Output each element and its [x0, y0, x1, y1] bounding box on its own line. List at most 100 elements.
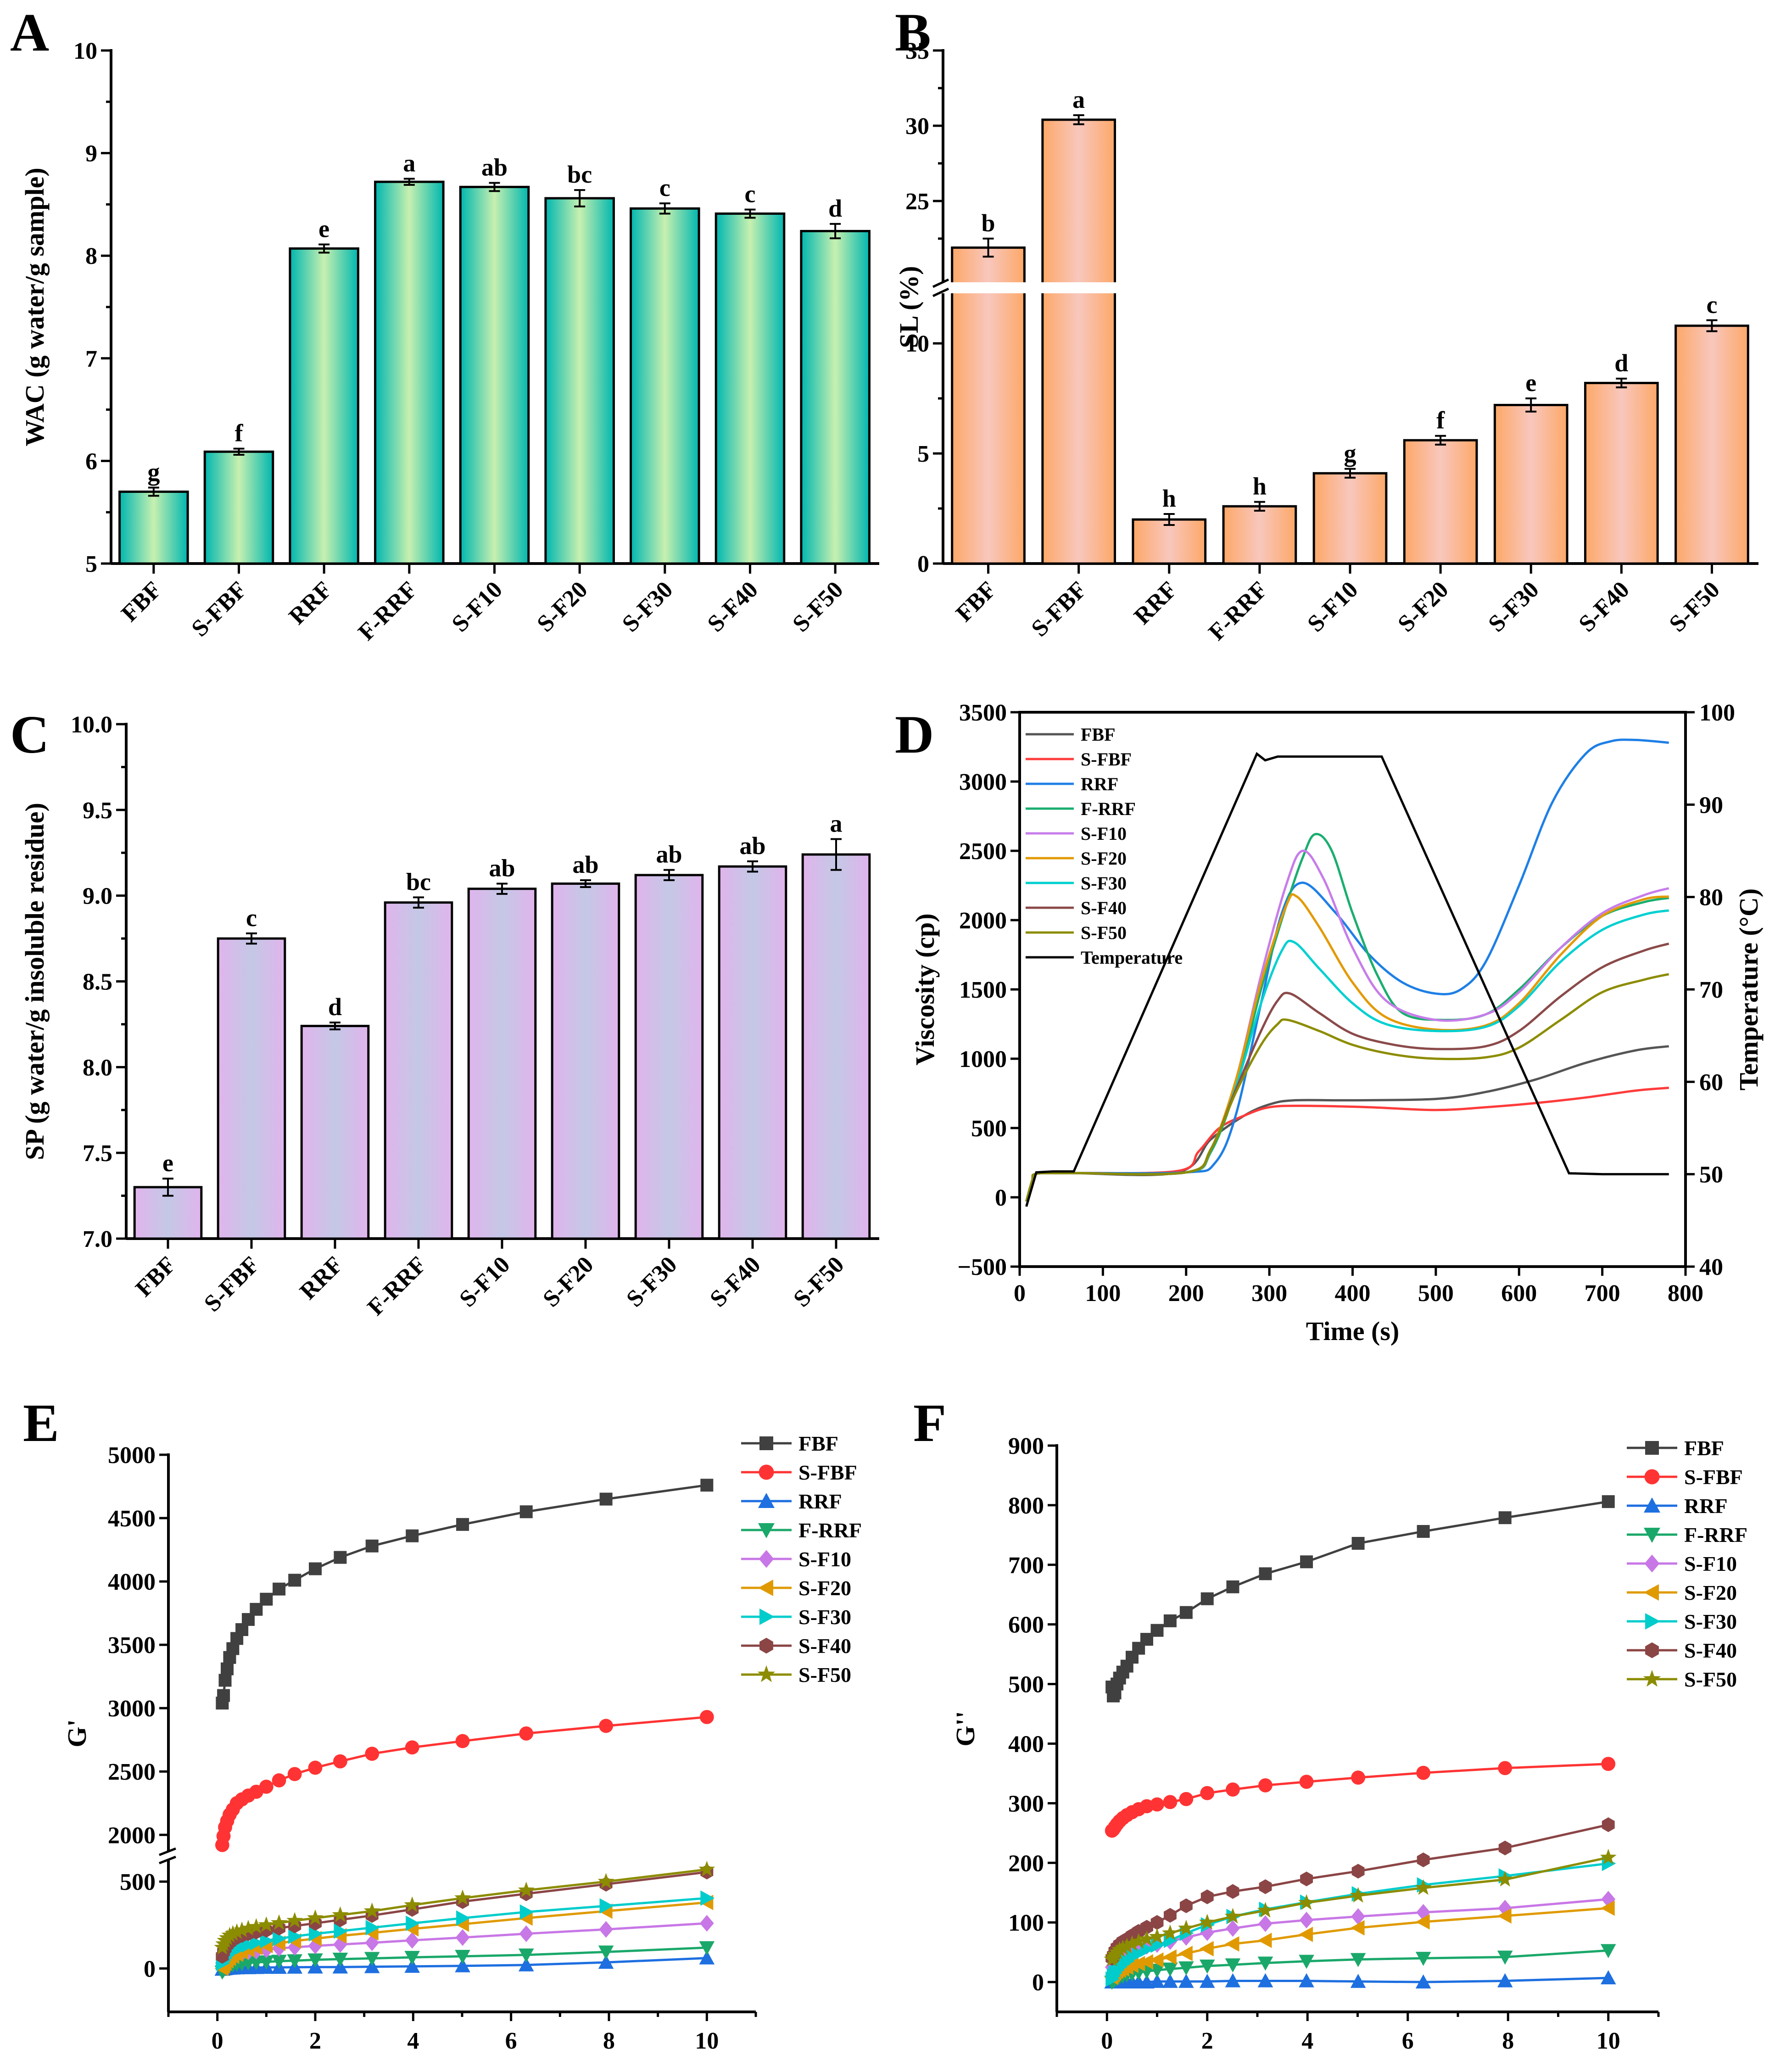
series-fbf — [1105, 1495, 1615, 1703]
legend-label: S-F10 — [798, 1547, 851, 1571]
marker-triangle-left — [1600, 1900, 1615, 1916]
marker-star — [1350, 1887, 1367, 1903]
marker-square — [1300, 1555, 1313, 1569]
legend-label: F-RRF — [1081, 799, 1136, 819]
bar-f-rrf — [374, 180, 445, 565]
error-bar — [233, 447, 245, 456]
significance-label: ab — [572, 851, 598, 878]
error-bar — [329, 1022, 340, 1031]
y2-axis-title: Temperature (°C) — [1734, 888, 1764, 1090]
significance-label: h — [1162, 485, 1176, 512]
y-tick-label: 900 — [1008, 1433, 1044, 1459]
bar-s-fbf — [217, 937, 286, 1240]
axis-break-mark — [159, 1847, 176, 1865]
marker-triangle-up — [758, 1493, 775, 1508]
marker-triangle-down — [699, 1941, 715, 1955]
marker-hexagon — [1417, 1852, 1430, 1867]
x-category-label: S-F10 — [454, 1251, 515, 1312]
x-category-label: S-FBF — [199, 1251, 264, 1317]
bar-s-f10 — [467, 888, 537, 1240]
error-bar — [1345, 468, 1356, 479]
marker-triangle-right — [759, 1608, 775, 1625]
significance-label: h — [1253, 473, 1267, 500]
significance-label: c — [745, 180, 756, 208]
bar-s-f20 — [1403, 439, 1478, 565]
x-category-label: S-F20 — [1393, 576, 1453, 637]
marker-circle — [1226, 1782, 1240, 1797]
marker-square — [1179, 1606, 1193, 1619]
marker-diamond — [1299, 1911, 1314, 1929]
x-category-label: RRF — [1129, 576, 1182, 630]
marker-triangle-up — [1497, 1973, 1513, 1988]
marker-circle — [405, 1740, 419, 1755]
x-tick-label: 0 — [212, 2028, 223, 2054]
marker-square — [217, 1689, 230, 1702]
marker-triangle-left — [1162, 1949, 1177, 1965]
y-axis-title: SP (g water/g insoluble residue) — [20, 803, 50, 1160]
y-tick-label: 800 — [1008, 1493, 1044, 1519]
legend-label: FBF — [1081, 724, 1116, 745]
error-bar — [403, 178, 415, 186]
significance-label: ab — [489, 854, 515, 882]
x-tick-label: 2 — [309, 2028, 321, 2054]
bar-s-f10 — [459, 185, 530, 565]
marker-triangle-down — [758, 1523, 775, 1538]
marker-circle — [1299, 1775, 1314, 1789]
marker-star — [363, 1902, 380, 1918]
marker-star — [518, 1882, 535, 1898]
legend-label: RRF — [1081, 774, 1118, 794]
y-tick-label: −500 — [957, 1254, 1007, 1280]
series-line-s-fbf — [1025, 1086, 1669, 1202]
significance-label: e — [1525, 369, 1536, 397]
marker-circle — [699, 1710, 714, 1724]
marker-diamond — [599, 1921, 613, 1938]
x-category-label: S-F20 — [538, 1251, 598, 1312]
x-tick-label: 4 — [407, 2028, 419, 2054]
significance-label: bc — [567, 161, 592, 188]
error-bar — [162, 1178, 173, 1197]
y-tick-label: 1000 — [959, 1046, 1007, 1072]
legend-label: S-F50 — [1081, 922, 1127, 943]
y-tick-label: 8 — [85, 243, 97, 269]
marker-triangle-down — [1299, 1955, 1314, 1969]
marker-star — [1257, 1902, 1274, 1918]
marker-circle — [259, 1779, 274, 1794]
legend-label: S-F40 — [1684, 1639, 1737, 1662]
marker-square — [365, 1539, 379, 1553]
series-s-fbf — [215, 1710, 714, 1852]
marker-circle — [1644, 1469, 1660, 1485]
bar-s-f30 — [1493, 404, 1568, 565]
x-category-label: FBF — [951, 576, 1001, 627]
marker-star — [1118, 1938, 1135, 1954]
marker-triangle-up — [1257, 1973, 1273, 1988]
marker-triangle-right — [260, 1933, 274, 1949]
error-bar — [574, 189, 586, 207]
x-category-label: S-F50 — [1664, 576, 1725, 637]
significance-label: ab — [656, 841, 682, 868]
bar-fbf — [951, 246, 1026, 565]
marker-square — [1200, 1592, 1214, 1605]
legend-label: S-F50 — [1684, 1668, 1737, 1691]
marker-hexagon — [1602, 1817, 1615, 1832]
x-tick-label: 600 — [1501, 1280, 1537, 1307]
marker-triangle-right — [519, 1904, 534, 1920]
significance-label: e — [162, 1149, 173, 1177]
series-s-f50 — [1104, 1849, 1617, 1966]
y-axis-title: WAC (g water/g sample) — [20, 168, 50, 446]
panel-letter-c: C — [10, 704, 49, 765]
significance-label: bc — [406, 868, 431, 895]
y-tick-label: 2500 — [108, 1759, 156, 1785]
y-tick-label: 2500 — [959, 838, 1007, 865]
marker-square — [1602, 1495, 1615, 1508]
marker-triangle-up — [1225, 1973, 1241, 1988]
marker-triangle-right — [456, 1910, 470, 1926]
marker-circle — [1150, 1797, 1164, 1812]
axis-break-gap — [167, 1851, 170, 1861]
bar-s-f40 — [714, 212, 786, 565]
y2-tick-label: 80 — [1699, 885, 1723, 911]
series-line — [1111, 1500, 1609, 1700]
x-tick-label: 6 — [1402, 2028, 1414, 2054]
bar-s-f20 — [544, 197, 615, 565]
y-tick-label: 5000 — [108, 1442, 156, 1469]
y-tick-label: 5 — [917, 441, 929, 467]
